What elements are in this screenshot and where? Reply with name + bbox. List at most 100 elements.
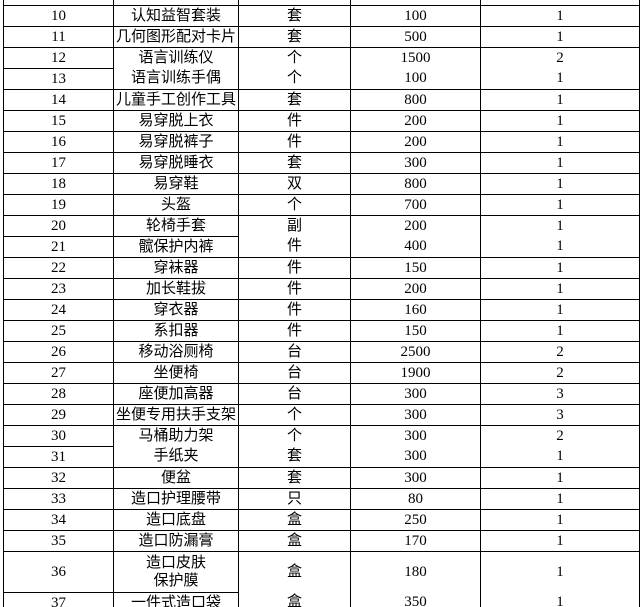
cell-item-name: 座便加高器 xyxy=(113,382,239,405)
cell-number: 35 xyxy=(3,529,114,552)
table-row: 30 马桶助力架 个 300 2 xyxy=(3,424,640,447)
cell-quantity: 1 xyxy=(480,236,640,258)
cell-quantity: 1 xyxy=(480,151,640,174)
table-row: 14 儿童手工创作工具 套 800 1 xyxy=(3,88,640,111)
cell-item-name: 坐便椅 xyxy=(113,361,239,384)
cell-number: 19 xyxy=(3,193,114,216)
cell-price: 300 xyxy=(350,424,481,447)
cell-quantity: 1 xyxy=(480,298,640,321)
cell-price: 200 xyxy=(350,214,481,237)
table-row: 34 造口底盘 盒 250 1 xyxy=(3,508,640,531)
cell-unit: 盒 xyxy=(238,508,351,531)
cell-number: 36 xyxy=(3,550,114,593)
cell-quantity: 1 xyxy=(480,193,640,216)
cell-price: 300 xyxy=(350,403,481,426)
cell-price: 80 xyxy=(350,487,481,510)
cell-quantity: 1 xyxy=(480,214,640,237)
cell-unit: 个 xyxy=(238,68,351,90)
cell-item-name: 穿袜器 xyxy=(113,256,239,279)
cell-unit: 套 xyxy=(238,88,351,111)
cell-item-name: 易穿脱裤子 xyxy=(113,130,239,153)
cell-number: 30 xyxy=(3,424,114,447)
cell-price: 150 xyxy=(350,319,481,342)
cell-price: 800 xyxy=(350,172,481,195)
cell-price: 180 xyxy=(350,550,481,593)
cell-unit: 件 xyxy=(238,109,351,132)
cell-price: 1900 xyxy=(350,361,481,384)
table-row: 31 手纸夹 套 300 1 xyxy=(3,445,640,468)
table-row: 35 造口防漏膏 盒 170 1 xyxy=(3,529,640,552)
cell-price: 300 xyxy=(350,446,481,468)
cell-quantity: 1 xyxy=(480,109,640,132)
cell-price: 150 xyxy=(350,256,481,279)
cell-item-name: 髋保护内裤 xyxy=(113,235,239,258)
cell-unit: 个 xyxy=(238,193,351,216)
cell-quantity: 2 xyxy=(480,46,640,69)
cell-quantity: 3 xyxy=(480,382,640,405)
cell-price: 100 xyxy=(350,68,481,90)
cell-unit: 台 xyxy=(238,382,351,405)
table-row: 33 造口护理腰带 只 80 1 xyxy=(3,487,640,510)
cell-item-name: 易穿鞋 xyxy=(113,172,239,195)
cell-quantity: 1 xyxy=(480,88,640,111)
cell-item-name: 儿童手工创作工具 xyxy=(113,88,239,111)
cell-item-name: 手纸夹 xyxy=(113,446,239,468)
cell-quantity: 1 xyxy=(480,4,640,27)
cell-item-name: 造口底盘 xyxy=(113,508,239,531)
cell-price: 400 xyxy=(350,236,481,258)
cell-item-name: 造口防漏膏 xyxy=(113,529,239,552)
cell-unit: 个 xyxy=(238,424,351,447)
cell-item-name: 语言训练手偶 xyxy=(113,68,239,90)
cell-number: 20 xyxy=(3,214,114,237)
cell-number: 21 xyxy=(3,235,114,258)
cell-number: 32 xyxy=(3,466,114,489)
cell-quantity: 1 xyxy=(480,529,640,552)
table-row: 29 坐便专用扶手支架 个 300 3 xyxy=(3,403,640,426)
cell-item-name: 造口皮肤 保护膜 xyxy=(113,550,239,593)
table-row: 12 语言训练仪 个 1500 2 xyxy=(3,46,640,69)
cell-quantity: 1 xyxy=(480,550,640,593)
cell-quantity: 1 xyxy=(480,487,640,510)
cell-unit: 套 xyxy=(238,4,351,27)
table-row: 23 加长鞋拔 件 200 1 xyxy=(3,277,640,300)
cell-item-name: 造口护理腰带 xyxy=(113,487,239,510)
table-row: 32 便盆 套 300 1 xyxy=(3,466,640,489)
cell-number: 25 xyxy=(3,319,114,342)
cell-quantity: 1 xyxy=(480,466,640,489)
cell-number: 37 xyxy=(3,591,114,607)
cell-unit: 个 xyxy=(238,403,351,426)
cell-price: 1500 xyxy=(350,46,481,69)
table-row: 13 语言训练手偶 个 100 1 xyxy=(3,67,640,90)
table-row: 27 坐便椅 台 1900 2 xyxy=(3,361,640,384)
cell-price: 350 xyxy=(350,592,481,607)
cell-item-name: 移动浴厕椅 xyxy=(113,340,239,363)
table-row: 24 穿衣器 件 160 1 xyxy=(3,298,640,321)
table-row: 16 易穿脱裤子 件 200 1 xyxy=(3,130,640,153)
cell-quantity: 2 xyxy=(480,340,640,363)
cell-number: 29 xyxy=(3,403,114,426)
cell-number: 31 xyxy=(3,445,114,468)
cell-unit: 套 xyxy=(238,466,351,489)
cell-quantity: 1 xyxy=(480,25,640,48)
cell-number: 22 xyxy=(3,256,114,279)
cell-number: 17 xyxy=(3,151,114,174)
cell-item-name: 几何图形配对卡片 xyxy=(113,25,239,48)
table-row: 10 认知益智套装 套 100 1 xyxy=(3,4,640,27)
cell-item-name: 加长鞋拔 xyxy=(113,277,239,300)
cell-number: 11 xyxy=(3,25,114,48)
cell-unit: 只 xyxy=(238,487,351,510)
cell-item-name: 坐便专用扶手支架 xyxy=(113,403,239,426)
cell-unit: 件 xyxy=(238,130,351,153)
table-row: 28 座便加高器 台 300 3 xyxy=(3,382,640,405)
cell-quantity: 3 xyxy=(480,403,640,426)
cell-number: 13 xyxy=(3,67,114,90)
table-row: 20 轮椅手套 副 200 1 xyxy=(3,214,640,237)
cell-price: 160 xyxy=(350,298,481,321)
cell-unit: 件 xyxy=(238,256,351,279)
cell-quantity: 1 xyxy=(480,319,640,342)
table-row: 17 易穿脱睡衣 套 300 1 xyxy=(3,151,640,174)
cell-number: 16 xyxy=(3,130,114,153)
cell-unit: 套 xyxy=(238,151,351,174)
cell-item-name: 认知益智套装 xyxy=(113,4,239,27)
cell-item-name: 头盔 xyxy=(113,193,239,216)
